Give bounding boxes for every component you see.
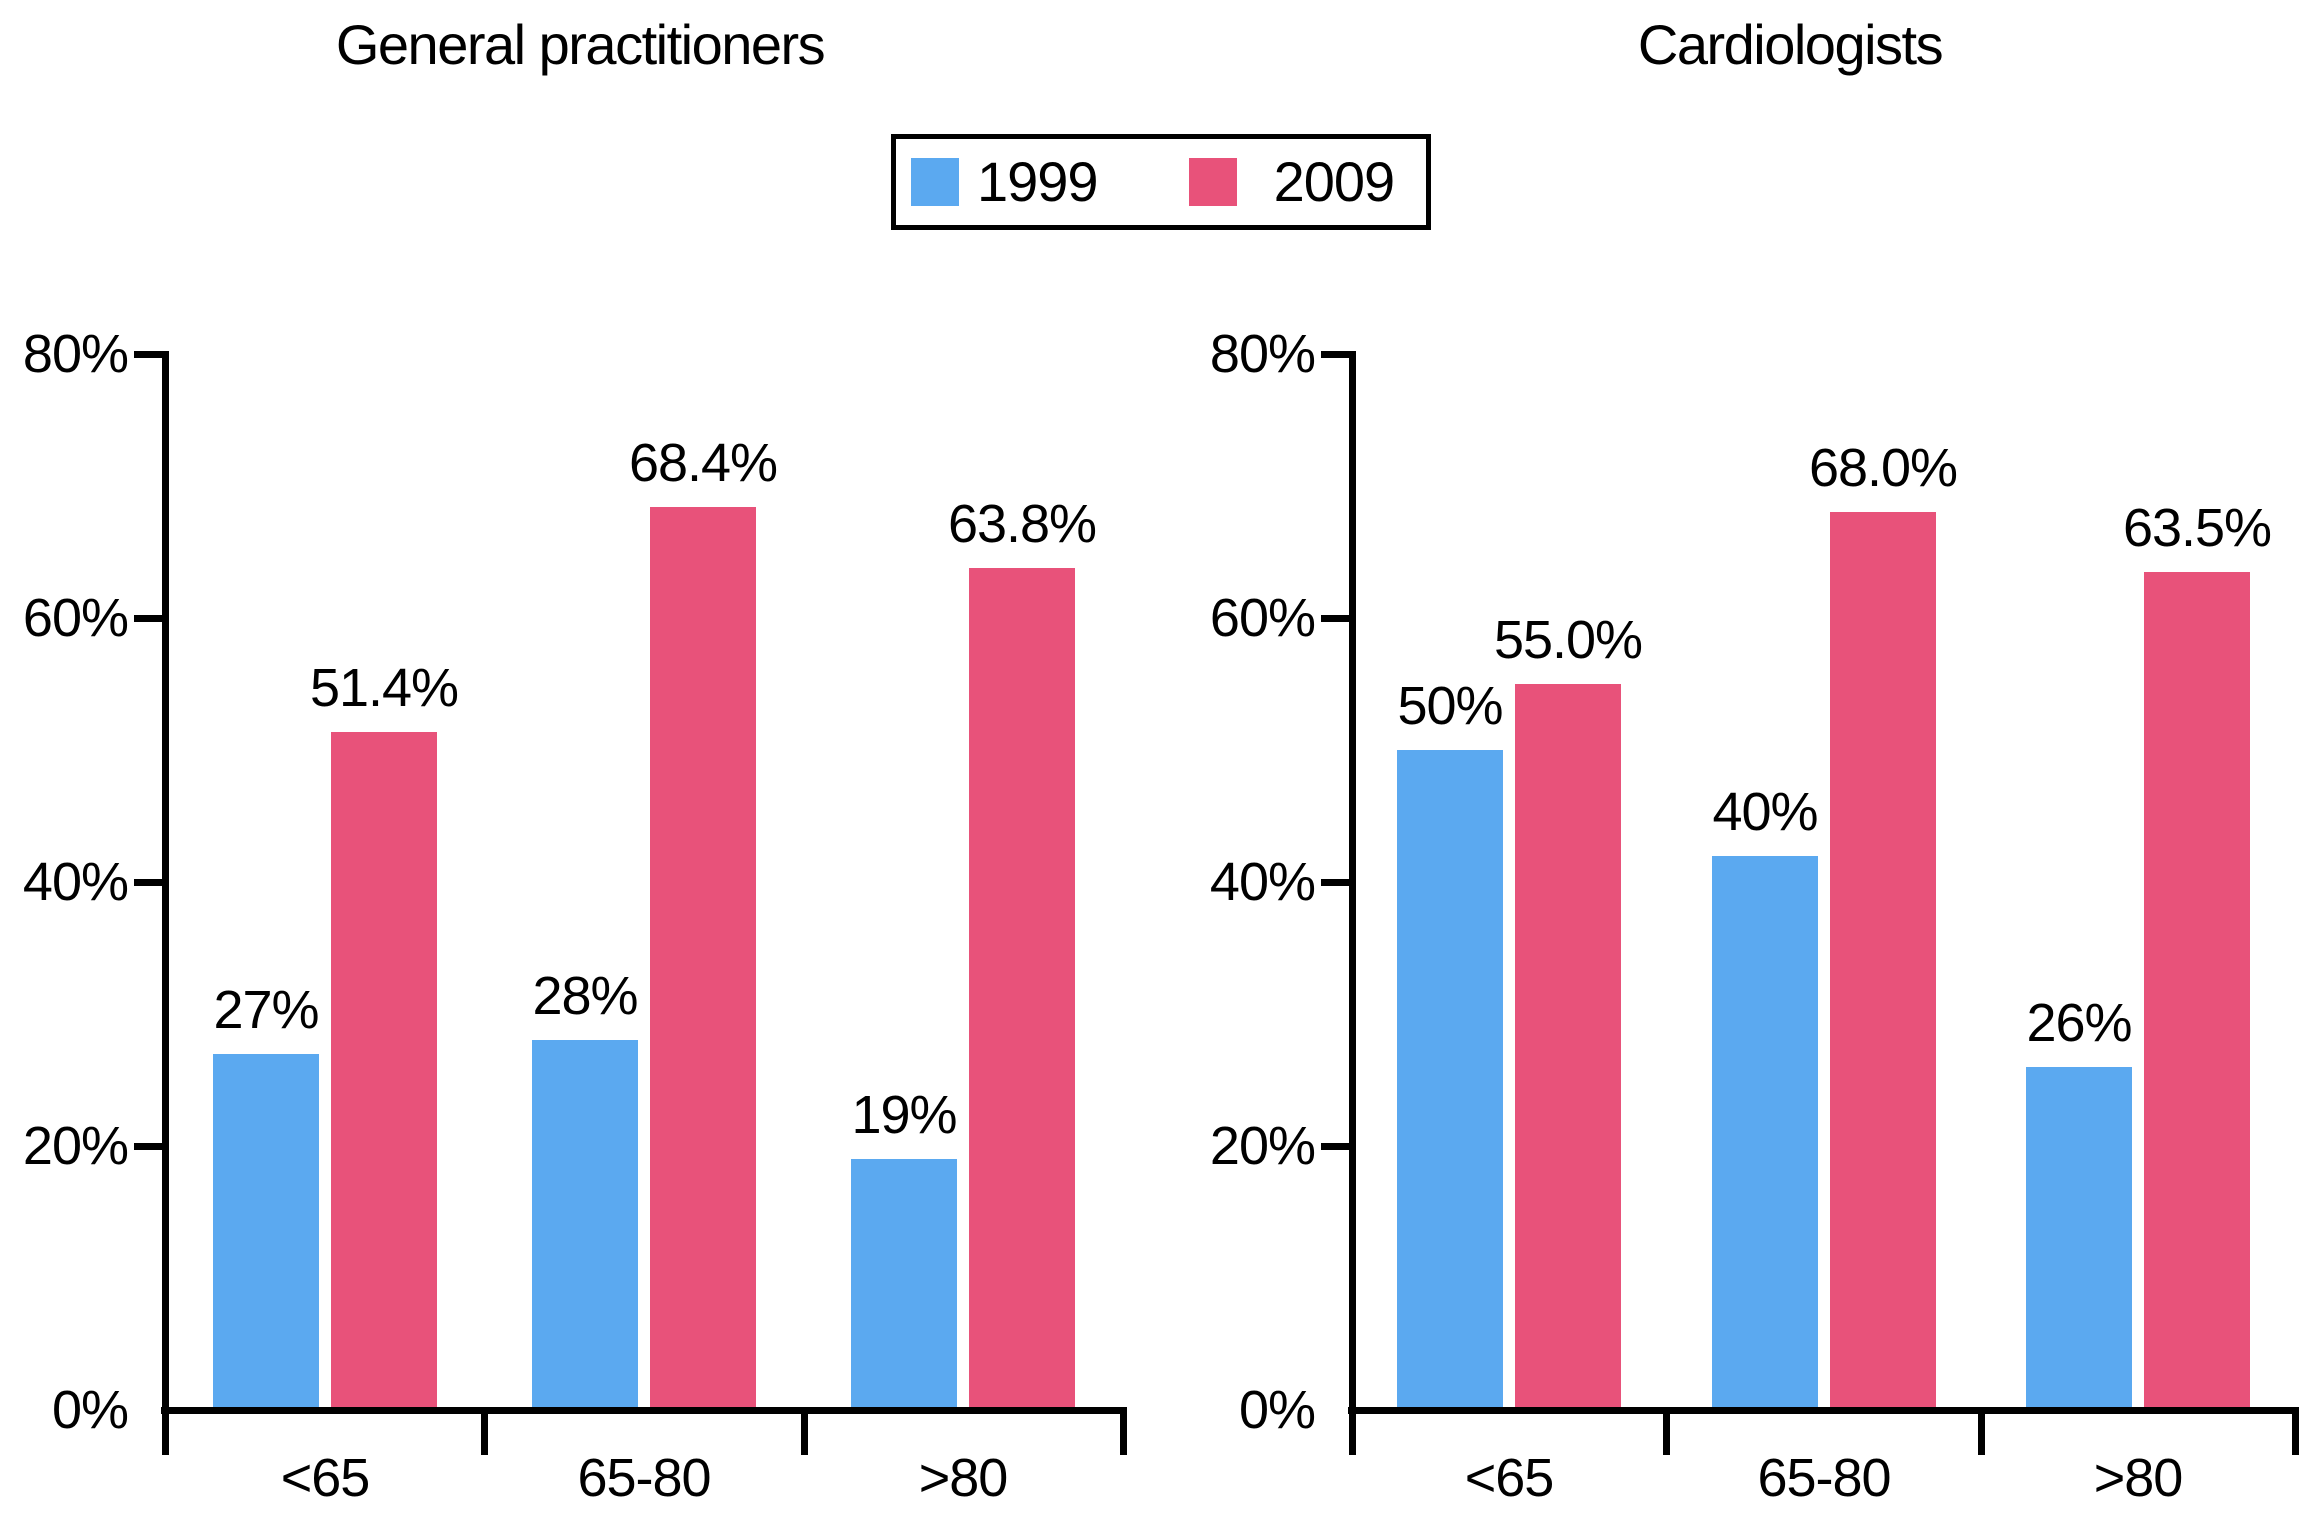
y-tick-label: 20% [1209,1116,1316,1176]
bar-value-label: 28% [532,966,638,1026]
legend: 1999 2009 [891,134,1431,230]
y-tick-label: 60% [1209,588,1316,648]
bar-1999 [213,1054,319,1410]
y-tick [134,879,165,886]
bar-value-label: 51.4% [309,658,459,718]
bar-1999 [1397,750,1503,1410]
y-tick [1321,615,1352,622]
y-tick-label: 80% [1209,324,1316,384]
y-tick [134,351,165,358]
x-tick [1663,1407,1670,1455]
bar-value-label: 63.5% [2122,498,2272,558]
y-axis-line [1349,351,1356,1455]
x-tick [1120,1407,1127,1455]
y-tick [1321,351,1352,358]
y-tick [1321,1143,1352,1150]
bar-value-label: 63.8% [947,494,1097,554]
bar-2009 [331,732,437,1410]
y-tick [134,1143,165,1150]
legend-swatch-1999 [911,158,959,206]
x-tick [1978,1407,1985,1455]
x-tick [801,1407,808,1455]
y-tick [134,615,165,622]
x-axis-line [161,1407,1127,1414]
bar-1999 [851,1159,957,1410]
legend-label-1999: 1999 [977,150,1099,213]
bar-2009 [1515,684,1621,1410]
x-tick [162,1407,169,1455]
bar-value-label: 55.0% [1493,610,1643,670]
bar-1999 [532,1040,638,1410]
bar-value-label: 26% [2026,993,2132,1053]
category-label: 65-80 [1757,1448,1891,1508]
category-label: >80 [918,1448,1009,1508]
bar-value-label: 27% [213,980,319,1040]
bar-value-label: 50% [1397,676,1503,736]
x-tick [2292,1407,2299,1455]
bar-2009 [969,568,1075,1410]
bar-1999 [1712,856,1818,1410]
y-tick-label: 40% [22,852,129,912]
bar-value-label: 68.0% [1808,438,1958,498]
y-axis-line [162,351,169,1455]
y-tick [1321,879,1352,886]
legend-label-2009: 2009 [1273,150,1396,213]
y-tick-label: 0% [1238,1380,1316,1440]
legend-swatch-2009 [1188,158,1237,206]
category-label: <65 [1464,1448,1555,1508]
category-label: 65-80 [577,1448,711,1508]
panel-title-general-practitioners: General practitioners [335,13,826,76]
category-label: >80 [2093,1448,2184,1508]
bar-2009 [2144,572,2250,1410]
x-tick [481,1407,488,1455]
x-axis-line [1348,1407,2299,1414]
x-tick [1349,1407,1356,1455]
bar-2009 [1830,512,1936,1410]
bar-value-label: 68.4% [628,433,778,493]
bar-value-label: 19% [851,1085,957,1145]
y-tick-label: 40% [1209,852,1316,912]
y-tick-label: 20% [22,1116,129,1176]
y-tick-label: 0% [51,1380,129,1440]
category-label: <65 [280,1448,371,1508]
bar-2009 [650,507,756,1410]
y-tick-label: 60% [22,588,129,648]
bar-1999 [2026,1067,2132,1410]
bar-value-label: 40% [1712,782,1818,842]
y-tick-label: 80% [22,324,129,384]
panel-title-cardiologists: Cardiologists [1637,13,1944,76]
